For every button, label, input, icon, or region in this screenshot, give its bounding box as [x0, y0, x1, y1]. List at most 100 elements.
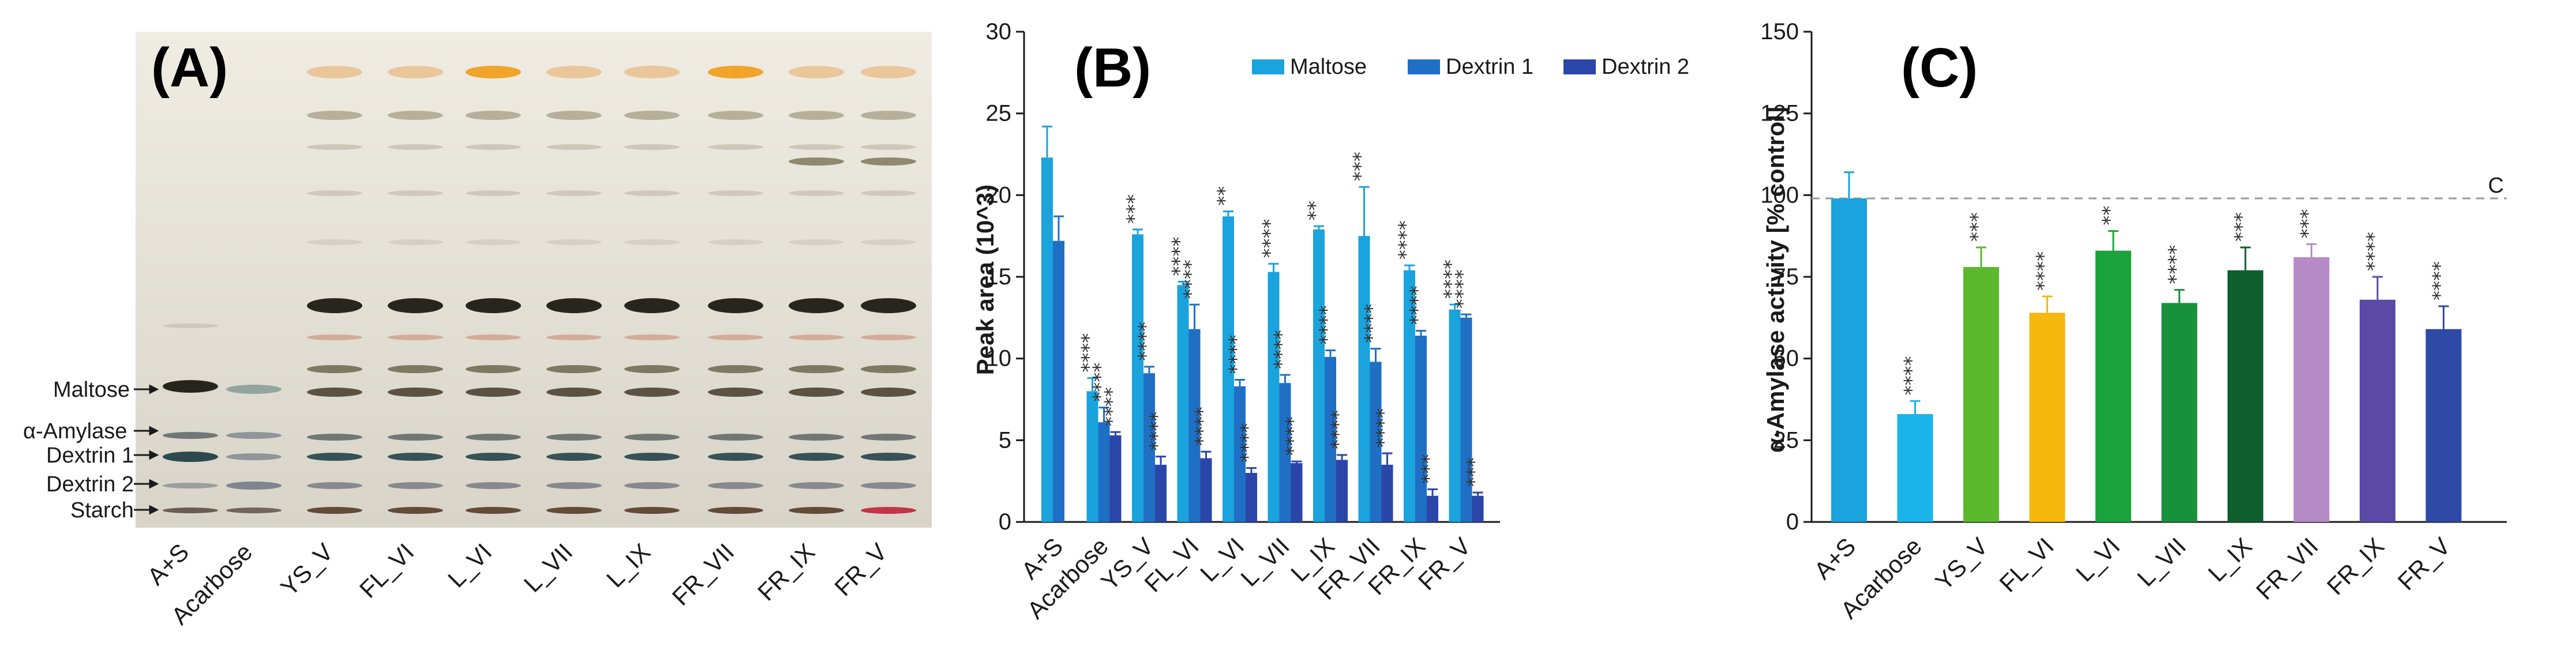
tlc-band — [466, 66, 521, 78]
tlc-band — [789, 239, 844, 245]
tlc-band — [789, 190, 844, 196]
significance-label: **** — [1440, 260, 1463, 299]
lane-label: FR_VII — [667, 538, 740, 611]
bar-activity — [2360, 299, 2395, 522]
panel-b-y-axis-title: Peak area (10^3) — [972, 185, 999, 375]
tlc-band — [789, 144, 844, 150]
tlc-band — [163, 324, 218, 328]
tlc-band — [708, 507, 763, 514]
tlc-band — [789, 507, 844, 514]
lane-label: FL_VI — [354, 538, 419, 603]
tlc-band — [546, 453, 602, 461]
y-tick-label: 150 — [1760, 19, 1799, 44]
bar-activity — [1831, 198, 1867, 522]
bar-maltose — [1086, 391, 1098, 522]
tlc-band — [708, 298, 763, 313]
bar-dextrin-2 — [1381, 464, 1393, 522]
tlc-band — [861, 239, 916, 245]
significance-label: *** — [2297, 209, 2320, 238]
tlc-band — [789, 434, 844, 441]
tlc-band — [624, 482, 680, 489]
tlc-band — [861, 434, 916, 441]
tlc-band — [708, 144, 763, 150]
tlc-band — [163, 483, 218, 488]
tlc-band — [466, 144, 521, 150]
tlc-band — [708, 388, 763, 397]
tlc-band — [307, 66, 362, 78]
panel-b-peak-area-chart: (B) 051015202530A+SAcarboseYS_VFL_VIL_VI… — [972, 19, 1689, 624]
tlc-band — [388, 239, 443, 245]
significance-label: *** — [1123, 194, 1146, 224]
tlc-band — [388, 111, 443, 120]
tlc-band — [388, 388, 443, 397]
tlc-band — [789, 298, 844, 313]
y-tick-label: 125 — [1760, 101, 1799, 126]
tlc-band — [546, 144, 602, 150]
band-label-dextrin1: Dextrin 1 — [46, 444, 134, 468]
tlc-band — [624, 190, 680, 196]
bar-activity — [2161, 303, 2198, 522]
lane-label: FR_IX — [752, 538, 820, 606]
panel-c-bars: ******************** *********** — [1831, 171, 2462, 522]
tlc-band — [388, 453, 443, 461]
lane-label: L_IX — [601, 538, 655, 592]
tlc-band — [546, 334, 602, 340]
tlc-band — [466, 334, 521, 340]
band-label-dextrin2: Dextrin 2 — [46, 472, 134, 497]
tlc-band — [624, 239, 680, 245]
y-tick-label: 15 — [986, 264, 1012, 290]
tlc-band — [307, 334, 362, 340]
significance-label: **** — [1191, 407, 1214, 446]
y-tick-label: 75 — [1773, 264, 1799, 290]
tlc-band — [546, 388, 602, 397]
tlc-band — [708, 111, 763, 120]
panel-b-letter: (B) — [1074, 37, 1151, 99]
significance-label: *** — [1418, 454, 1441, 483]
bar-dextrin-1 — [1460, 317, 1472, 522]
tlc-band — [163, 452, 218, 462]
bar-dextrin-1 — [1053, 240, 1064, 522]
significance-label: **** — [1406, 286, 1429, 325]
significance-label: ** — [2098, 206, 2121, 225]
tlc-band — [546, 482, 602, 489]
significance-label: **** — [1315, 306, 1338, 345]
significance-label: **** — [1089, 363, 1112, 402]
bar-dextrin-1 — [1098, 422, 1110, 522]
tlc-band — [861, 453, 916, 461]
significance-label: **** — [2429, 261, 2452, 300]
control-reference-label: C — [2488, 174, 2504, 198]
significance-label: **** — [1361, 304, 1384, 343]
y-tick-label: 0 — [1786, 509, 1799, 535]
tlc-band — [226, 482, 282, 490]
tlc-band — [307, 388, 362, 397]
tlc-band — [466, 190, 521, 196]
y-tick-label: 30 — [986, 19, 1012, 44]
tlc-band — [307, 239, 362, 245]
tlc-band — [789, 482, 844, 489]
tlc-band — [466, 453, 521, 461]
tlc-band — [861, 365, 916, 373]
band-label-amylase: α-Amylase — [23, 419, 127, 444]
tlc-band — [226, 453, 282, 460]
x-tick-label: YS_V — [1930, 532, 1993, 595]
significance-label: **** — [1146, 412, 1169, 451]
tlc-band — [708, 482, 763, 489]
tlc-band — [388, 144, 443, 150]
bar-dextrin-2 — [1427, 495, 1438, 522]
bar-activity — [2228, 270, 2263, 522]
tlc-band — [861, 190, 916, 196]
significance-label: *** — [2230, 212, 2253, 242]
bar-activity — [1963, 267, 1999, 522]
tlc-band — [624, 365, 680, 373]
y-tick-label: 5 — [999, 427, 1011, 453]
tlc-band — [861, 144, 916, 150]
significance-label: **** — [1394, 220, 1418, 260]
panel-c-y-axis-title: α-Amylase activity [% control] — [1762, 107, 1789, 453]
tlc-band — [861, 334, 916, 340]
tlc-band — [466, 298, 521, 313]
tlc-band — [624, 453, 680, 461]
bar-dextrin-1 — [1279, 383, 1291, 522]
bar-maltose — [1268, 272, 1280, 522]
legend-swatch — [1563, 59, 1596, 74]
tlc-band — [388, 482, 443, 489]
